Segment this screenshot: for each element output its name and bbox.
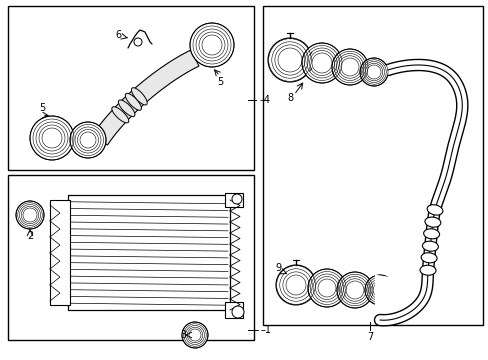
Ellipse shape: [423, 229, 439, 239]
Bar: [68, 195, 229, 310]
Text: 3: 3: [180, 330, 185, 340]
Ellipse shape: [118, 100, 135, 117]
Circle shape: [182, 322, 207, 348]
Text: 5: 5: [217, 77, 223, 87]
Text: –4: –4: [260, 95, 270, 105]
Circle shape: [70, 122, 106, 158]
Circle shape: [302, 43, 341, 83]
Bar: [8, 6, 253, 170]
Text: 2: 2: [27, 231, 33, 241]
Ellipse shape: [427, 205, 442, 215]
Ellipse shape: [420, 253, 436, 263]
Circle shape: [364, 275, 394, 305]
Circle shape: [275, 265, 315, 305]
Circle shape: [307, 269, 346, 307]
Text: 9: 9: [274, 263, 281, 273]
Circle shape: [231, 306, 244, 318]
Text: 6: 6: [115, 30, 121, 40]
Ellipse shape: [424, 217, 440, 227]
Bar: [224, 302, 243, 318]
Bar: [224, 193, 243, 207]
Polygon shape: [92, 50, 199, 145]
Text: 8: 8: [286, 93, 292, 103]
Ellipse shape: [422, 241, 437, 251]
Text: 7: 7: [366, 332, 372, 342]
Circle shape: [359, 58, 387, 86]
Ellipse shape: [125, 93, 141, 110]
Circle shape: [231, 194, 242, 204]
Text: 5: 5: [39, 103, 45, 113]
Circle shape: [331, 49, 367, 85]
Ellipse shape: [131, 88, 147, 105]
Text: –1: –1: [261, 325, 271, 335]
Bar: [50, 200, 70, 305]
Circle shape: [190, 23, 234, 67]
Circle shape: [336, 272, 372, 308]
Ellipse shape: [112, 107, 128, 123]
Circle shape: [267, 38, 311, 82]
Bar: [8, 175, 253, 340]
Circle shape: [16, 201, 44, 229]
Bar: [263, 6, 482, 325]
Circle shape: [30, 116, 74, 160]
Ellipse shape: [419, 265, 435, 275]
